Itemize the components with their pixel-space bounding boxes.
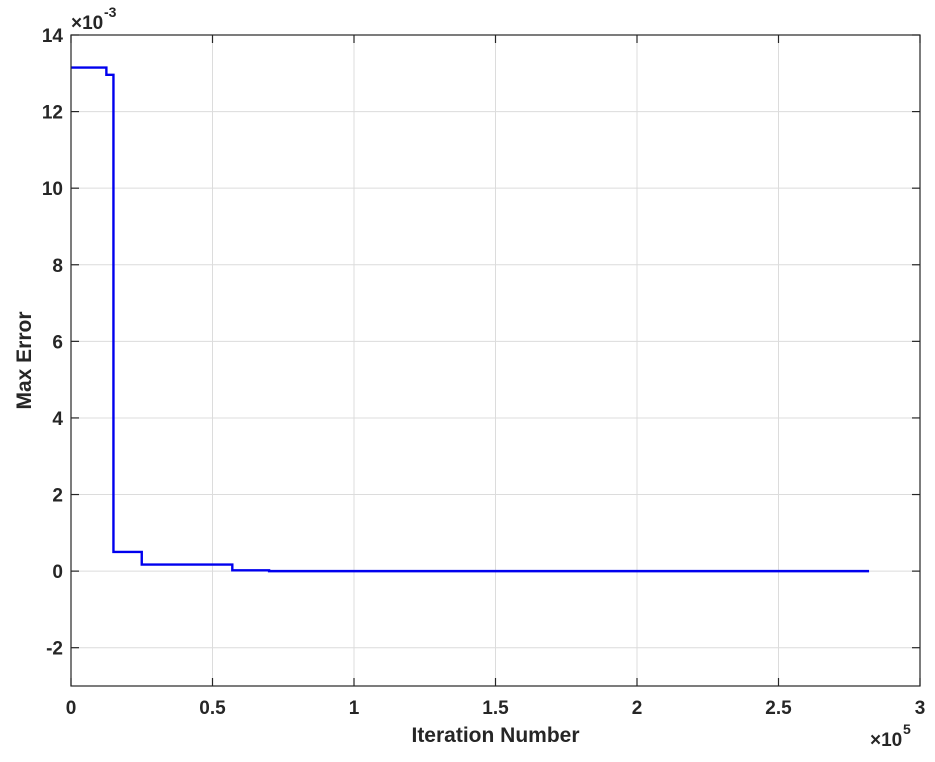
y-exponent-base: ×10	[71, 13, 103, 34]
y-tick-label: 8	[52, 256, 63, 277]
y-tick-label: 4	[52, 409, 63, 430]
axis-ticks: 0 0.5 1 1.5 2 2.5 3 -2 0 2 4 6 8 10 12 14	[42, 26, 925, 719]
y-tick-label: 0	[52, 562, 63, 583]
grid	[70, 34, 921, 686]
x-tick-label: 1.5	[482, 698, 509, 719]
x-axis-label: Iteration Number	[411, 724, 579, 747]
y-tick-label: 6	[52, 332, 63, 353]
x-tick-label: 2	[632, 698, 643, 719]
y-exponent-power: -3	[104, 4, 117, 20]
y-tick-label: -2	[46, 639, 63, 660]
y-axis-label: Max Error	[13, 311, 36, 409]
x-tick-label: 2.5	[765, 698, 792, 719]
x-tick-label: 1	[349, 698, 360, 719]
y-tick-label: 10	[42, 179, 63, 200]
max-error-series-line	[71, 66, 870, 573]
y-tick-label: 14	[42, 26, 64, 47]
x-exponent-base: ×10	[870, 730, 902, 751]
y-axis-exponent: ×10 -3	[71, 4, 117, 34]
x-exponent-power: 5	[903, 721, 911, 737]
y-tick-label: 2	[52, 486, 63, 507]
x-tick-label: 0.5	[199, 698, 226, 719]
x-tick-label: 0	[66, 698, 77, 719]
y-tick-label: 12	[42, 103, 63, 124]
x-axis-exponent: ×10 5	[870, 721, 911, 751]
x-tick-label: 3	[915, 698, 926, 719]
